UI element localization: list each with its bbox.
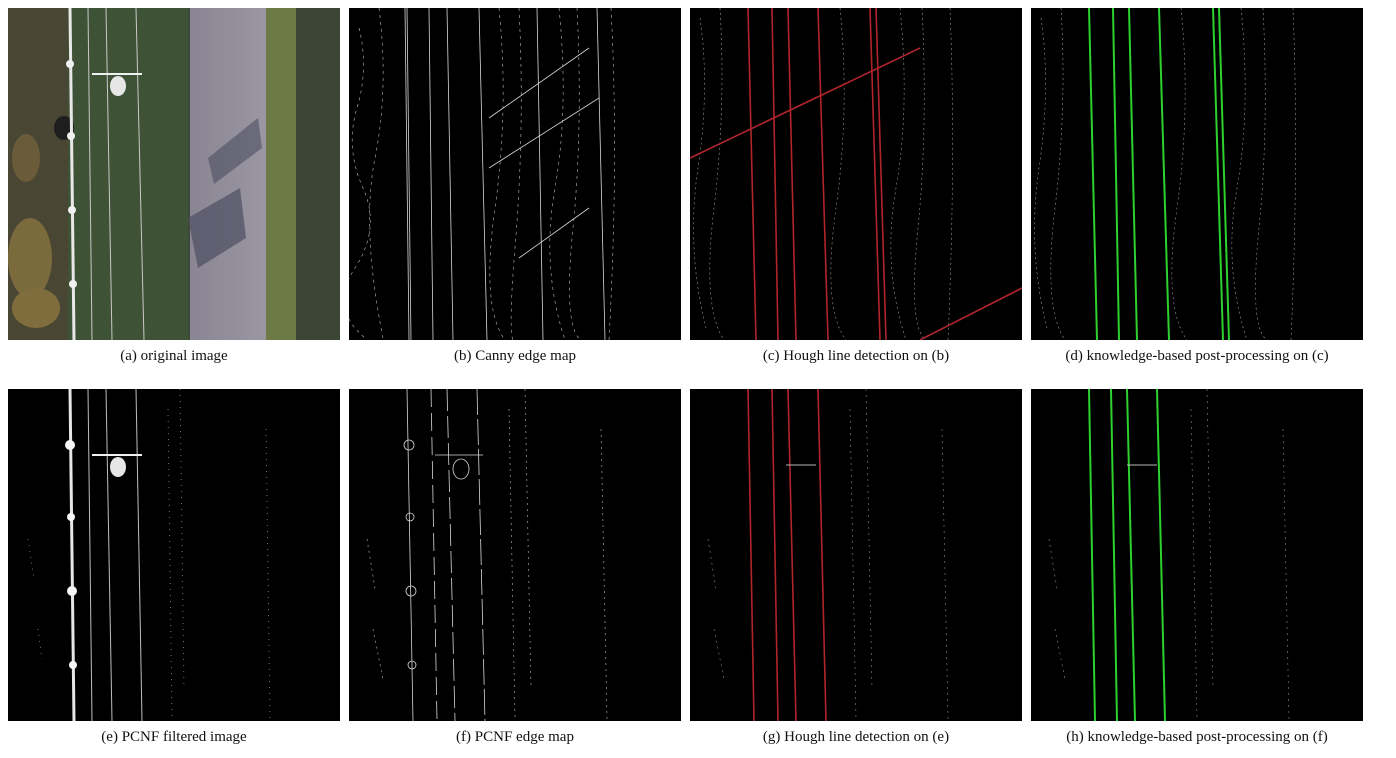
pcnf-edge-f — [349, 389, 681, 721]
postproc-map-d — [1031, 8, 1363, 340]
hough-lines-g — [747, 389, 827, 721]
caption-d: (d) knowledge-based post-processing on (… — [1065, 348, 1329, 364]
panel-a-original-image — [8, 8, 340, 340]
caption-a: (a) original image — [120, 348, 228, 364]
caption-e: (e) PCNF filtered image — [101, 729, 247, 745]
postproc-lines-d — [1088, 8, 1230, 340]
caption-c: (c) Hough line detection on (b) — [762, 348, 950, 364]
panel-f-pcnf-edge-map — [349, 389, 681, 721]
caption-b: (b) Canny edge map — [453, 348, 577, 364]
panel-b-canny-edge-map — [349, 8, 681, 340]
hough-map-c — [690, 8, 1022, 340]
aerial-photo — [8, 8, 340, 340]
postproc-lines-h — [1088, 389, 1166, 721]
hough-lines-c — [690, 8, 1022, 340]
panel-e-pcnf-filtered-image — [8, 389, 340, 721]
caption-f: (f) PCNF edge map — [456, 729, 574, 745]
panel-g-hough-line-detection — [690, 389, 1022, 721]
caption-g: (g) Hough line detection on (e) — [762, 729, 950, 745]
caption-h: (h) knowledge-based post-processing on (… — [1066, 729, 1328, 745]
panel-c-hough-line-detection — [690, 8, 1022, 340]
hough-map-g — [690, 389, 1022, 721]
panel-d-knowledge-based-post-processing — [1031, 8, 1363, 340]
postproc-map-h — [1031, 389, 1363, 721]
pcnf-filtered-e — [8, 389, 340, 721]
edge-map-b — [349, 8, 681, 340]
panel-h-knowledge-based-post-processing — [1031, 389, 1363, 721]
